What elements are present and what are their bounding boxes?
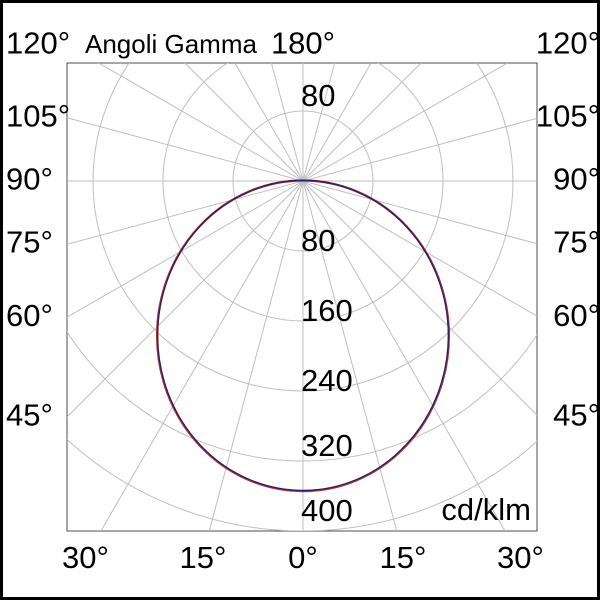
svg-text:320: 320 xyxy=(301,428,353,463)
svg-text:90°: 90° xyxy=(553,162,600,197)
svg-text:45°: 45° xyxy=(6,398,53,433)
svg-text:30°: 30° xyxy=(497,540,544,575)
svg-text:105°: 105° xyxy=(6,98,70,133)
svg-text:120°: 120° xyxy=(6,25,70,60)
svg-text:60°: 60° xyxy=(553,298,600,333)
svg-text:105°: 105° xyxy=(536,98,600,133)
svg-text:400: 400 xyxy=(301,493,353,528)
svg-text:75°: 75° xyxy=(6,225,53,260)
svg-text:90°: 90° xyxy=(6,162,53,197)
svg-text:cd/klm: cd/klm xyxy=(441,492,531,527)
svg-text:80: 80 xyxy=(301,223,335,258)
svg-text:160: 160 xyxy=(301,293,353,328)
svg-text:15°: 15° xyxy=(380,540,427,575)
svg-text:Angoli Gamma: Angoli Gamma xyxy=(85,29,257,59)
svg-text:15°: 15° xyxy=(180,540,227,575)
svg-text:240: 240 xyxy=(301,363,353,398)
svg-text:30°: 30° xyxy=(62,540,109,575)
svg-text:0°: 0° xyxy=(288,540,318,575)
svg-text:60°: 60° xyxy=(6,298,53,333)
svg-text:45°: 45° xyxy=(553,398,600,433)
svg-text:80: 80 xyxy=(301,78,335,113)
svg-text:120°: 120° xyxy=(536,25,600,60)
svg-text:75°: 75° xyxy=(553,225,600,260)
svg-text:180°: 180° xyxy=(271,25,335,60)
